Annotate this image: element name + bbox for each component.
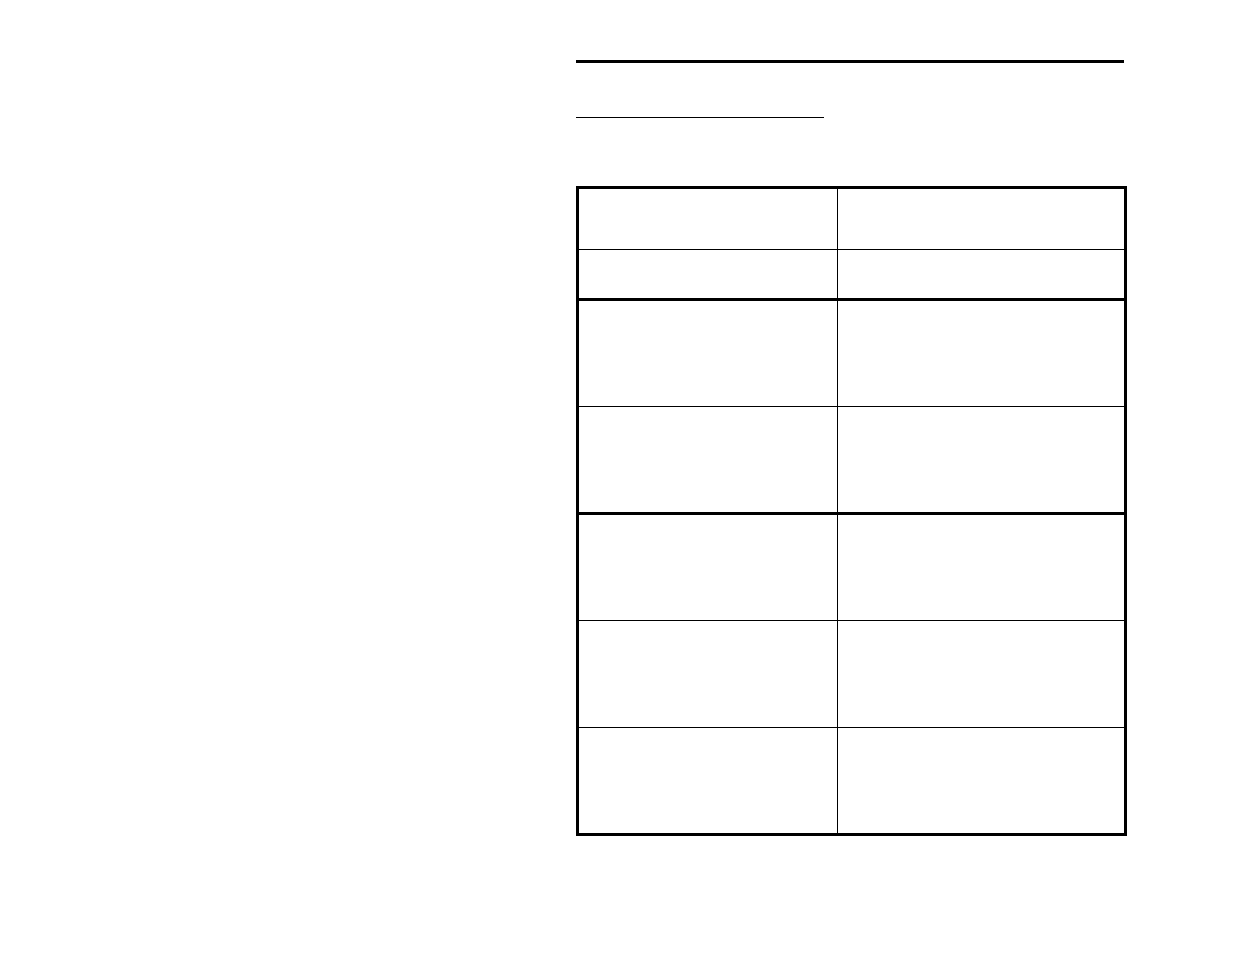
- table-cell: [578, 188, 838, 250]
- table-cell: [838, 728, 1126, 835]
- table-cell: [578, 728, 838, 835]
- table-cell: [578, 250, 838, 300]
- page: [0, 0, 1235, 954]
- table-cell: [578, 514, 838, 621]
- main-table: [576, 186, 1127, 836]
- table-row: [578, 621, 1126, 728]
- table-cell: [578, 621, 838, 728]
- table-cell: [838, 407, 1126, 514]
- table-cell: [838, 621, 1126, 728]
- table-cell: [578, 300, 838, 407]
- table-cell: [838, 300, 1126, 407]
- table-row: [578, 188, 1126, 250]
- table-row: [578, 407, 1126, 514]
- table-cell: [838, 250, 1126, 300]
- table-row: [578, 300, 1126, 407]
- table-row: [578, 514, 1126, 621]
- table-row: [578, 728, 1126, 835]
- subtitle-divider: [576, 117, 824, 118]
- title-divider: [576, 60, 1124, 63]
- table-cell: [578, 407, 838, 514]
- table-cell: [838, 514, 1126, 621]
- table-cell: [838, 188, 1126, 250]
- table-row: [578, 250, 1126, 300]
